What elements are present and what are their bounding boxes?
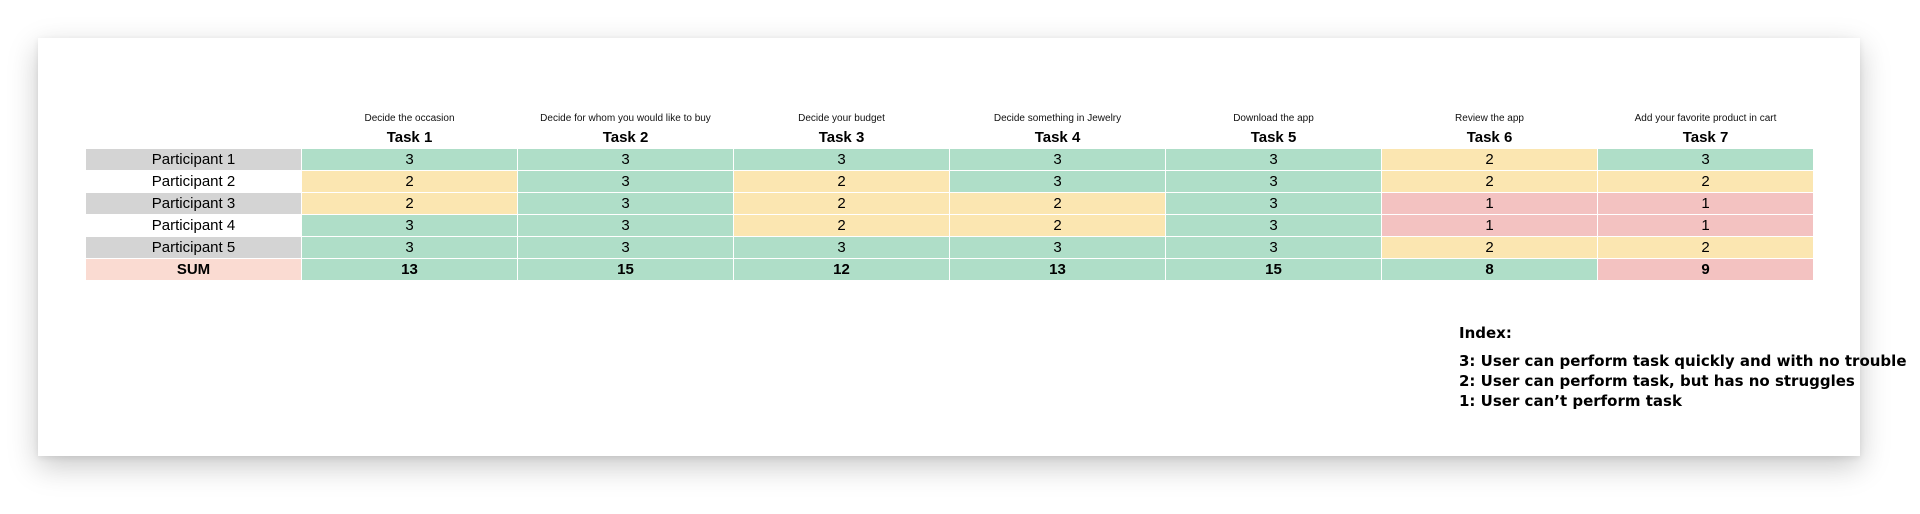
score-cell: 2: [733, 192, 950, 215]
legend-line: 3: User can perform task quickly and wit…: [1459, 352, 1907, 370]
task-description-row: Decide the occasion Decide for whom you …: [86, 102, 1814, 126]
participant-row: Participant 5 3 3 3 3 3 2 2: [85, 236, 1814, 259]
score-cell: 1: [1381, 192, 1598, 215]
score-cell: 2: [1381, 148, 1598, 171]
task-header: Task 5: [1250, 128, 1297, 146]
score-cell: 3: [1165, 148, 1382, 171]
participant-label: Participant 2: [85, 170, 302, 193]
participant-label: Participant 4: [85, 214, 302, 237]
score-cell: 2: [301, 192, 518, 215]
participant-label: Participant 5: [85, 236, 302, 259]
score-cell: 3: [1597, 148, 1814, 171]
score-cell: 2: [1597, 236, 1814, 259]
score-cell: 3: [301, 236, 518, 259]
legend-line: 1: User can’t perform task: [1459, 392, 1682, 410]
task-header: Task 3: [818, 128, 865, 146]
score-cell: 3: [517, 148, 734, 171]
score-cell: 3: [517, 236, 734, 259]
usability-score-table: Decide the occasion Decide for whom you …: [85, 102, 1814, 281]
task-header: Task 7: [1682, 128, 1729, 146]
score-cell: 2: [949, 192, 1166, 215]
score-cell: 2: [1381, 236, 1598, 259]
task-header-row: Task 1 Task 2 Task 3 Task 4 Task 5 Task …: [86, 126, 1814, 149]
sum-row: SUM 13 15 12 13 15 8 9: [85, 258, 1814, 281]
score-cell: 3: [949, 236, 1166, 259]
score-cell: 1: [1381, 214, 1598, 237]
sum-cell: 15: [517, 258, 734, 281]
sum-cell: 12: [733, 258, 950, 281]
task-description: Review the app: [1455, 113, 1524, 124]
score-cell: 3: [301, 214, 518, 237]
sum-cell: 15: [1165, 258, 1382, 281]
participant-row: Participant 2 2 3 2 3 3 2 2: [85, 170, 1814, 193]
score-cell: 3: [301, 148, 518, 171]
score-cell: 2: [1381, 170, 1598, 193]
sum-label: SUM: [85, 258, 302, 281]
task-header: Task 6: [1466, 128, 1513, 146]
legend-title: Index:: [1459, 324, 1512, 342]
sheet-card: Decide the occasion Decide for whom you …: [38, 38, 1907, 456]
score-cell: 3: [1165, 192, 1382, 215]
score-cell: 3: [949, 170, 1166, 193]
participant-row: Participant 1 3 3 3 3 3 2 3: [85, 148, 1814, 171]
score-cell: 1: [1597, 192, 1814, 215]
score-cell: 2: [1597, 170, 1814, 193]
score-cell: 3: [1165, 170, 1382, 193]
task-description: Decide your budget: [798, 113, 885, 124]
score-cell: 2: [949, 214, 1166, 237]
score-cell: 2: [301, 170, 518, 193]
score-cell: 3: [733, 148, 950, 171]
score-cell: 1: [1597, 214, 1814, 237]
score-index-legend: Index: 3: User can perform task quickly …: [1459, 324, 1907, 411]
task-header: Task 2: [602, 128, 649, 146]
score-cell: 3: [733, 236, 950, 259]
sum-cell: 9: [1597, 258, 1814, 281]
sum-cell: 13: [301, 258, 518, 281]
score-cell: 3: [517, 214, 734, 237]
score-cell: 2: [733, 214, 950, 237]
task-header: Task 4: [1034, 128, 1081, 146]
score-cell: 3: [517, 170, 734, 193]
participant-row: Participant 4 3 3 2 2 3 1 1: [85, 214, 1814, 237]
task-header: Task 1: [386, 128, 433, 146]
score-cell: 3: [517, 192, 734, 215]
task-description: Decide for whom you would like to buy: [540, 113, 711, 124]
participant-label: Participant 3: [85, 192, 302, 215]
task-description: Decide something in Jewelry: [993, 113, 1122, 124]
corner-cell: [86, 126, 302, 149]
participant-row: Participant 3 2 3 2 2 3 1 1: [85, 192, 1814, 215]
score-cell: 3: [1165, 214, 1382, 237]
legend-line: 2: User can perform task, but has no str…: [1459, 372, 1855, 390]
sum-cell: 8: [1381, 258, 1598, 281]
corner-cell: [86, 102, 302, 126]
task-description: Decide the occasion: [364, 113, 455, 124]
sum-cell: 13: [949, 258, 1166, 281]
task-description: Download the app: [1233, 113, 1314, 124]
participant-label: Participant 1: [85, 148, 302, 171]
score-cell: 3: [949, 148, 1166, 171]
score-cell: 2: [733, 170, 950, 193]
score-cell: 3: [1165, 236, 1382, 259]
task-description: Add your favorite product in cart: [1634, 113, 1777, 124]
